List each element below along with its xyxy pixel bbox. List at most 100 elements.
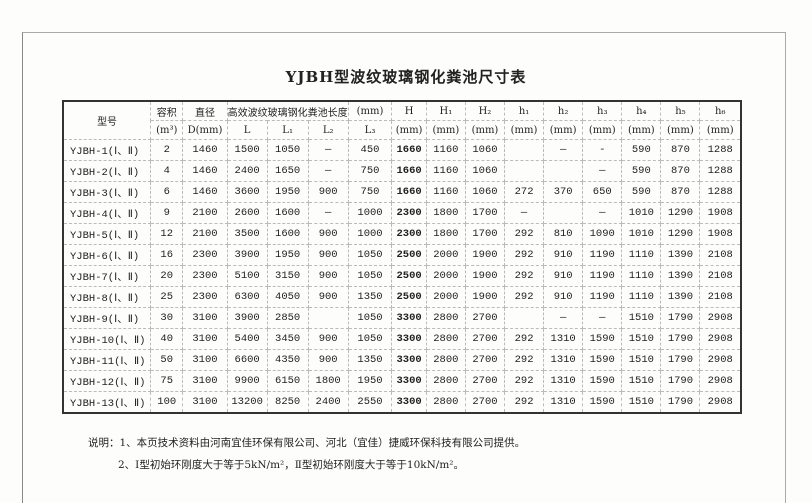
table-cell: 292 [503, 349, 545, 371]
table-cell: 2400 [226, 160, 268, 182]
table-cell: 2800 [425, 328, 466, 350]
table-row: YJBH-13(Ⅰ、Ⅱ) 100 3100 13200 8250 2400 2550 3300… [62, 391, 742, 414]
table-cell: 3100 [182, 328, 228, 350]
header-height-unit: (mm) [464, 120, 506, 140]
table-row: YJBH-1(Ⅰ、Ⅱ) 2 1460 1500 1050—450 1660 1160 1060… [62, 139, 742, 161]
table-cell [543, 202, 584, 224]
table-cell: 3450 [266, 328, 309, 350]
table-cell: 650 [582, 181, 623, 203]
table-cell: 3900 [226, 307, 268, 329]
table-row: YJBH-12(Ⅰ、Ⅱ) 75 3100 9900 6150 1800 1950 3300 28… [62, 370, 742, 392]
table-cell: 1900 [464, 286, 506, 308]
table-cell: 2908 [699, 370, 742, 392]
model-cell: YJBH-9(Ⅰ、Ⅱ) [62, 307, 152, 329]
table-cell: — [582, 307, 623, 329]
header-height-unit: (mm) [621, 120, 662, 140]
table-cell: 2500 [391, 244, 427, 266]
header-volume-unit: (m³) [150, 120, 184, 140]
table-cell: 900 [307, 265, 349, 287]
table-cell: 1510 [621, 391, 662, 414]
table-cell: 4 [150, 160, 184, 182]
table-row: YJBH-11(Ⅰ、Ⅱ) 50 3100 6600 4350 900 1350 3300 280… [62, 349, 742, 371]
header-height-unit: (mm) [660, 120, 701, 140]
table-cell: 13200 [226, 391, 268, 414]
table-cell: — [307, 139, 349, 161]
header-L: L [226, 120, 268, 140]
table-cell: 30 [150, 307, 184, 329]
table-cell: 3300 [391, 307, 427, 329]
table-cell: 1800 [307, 370, 349, 392]
table-cell: 1090 [582, 223, 623, 245]
model-cell: YJBH-5(Ⅰ、Ⅱ) [62, 223, 152, 245]
table-cell: 1800 [425, 202, 466, 224]
header-length-unit: (mm) [347, 100, 393, 121]
table-cell: 5100 [226, 265, 268, 287]
table-cell: 2500 [391, 265, 427, 287]
table-cell: 25 [150, 286, 184, 308]
table-cell: 100 [150, 391, 184, 414]
table-cell: 292 [503, 370, 545, 392]
table-cell: 12 [150, 223, 184, 245]
table-cell: 2 [150, 139, 184, 161]
table-cell: 1460 [182, 181, 228, 203]
header-height-4: h₂ [543, 100, 584, 121]
table-cell: 1060 [464, 139, 506, 161]
table-cell: 1160 [425, 139, 466, 161]
notes: 说明：1、本页技术资料由河南宜佳环保有限公司、河北（宜佳）捷威环保科技有限公司提… [88, 432, 525, 476]
table-cell: 4350 [266, 349, 309, 371]
table-cell: 1950 [347, 370, 393, 392]
page-frame [22, 32, 786, 503]
table-cell: 1590 [582, 349, 623, 371]
table-cell: 1010 [621, 202, 662, 224]
table-cell: 2908 [699, 307, 742, 329]
table-cell: 910 [543, 244, 584, 266]
header-height-6: h₄ [621, 100, 662, 121]
table-cell: 1050 [347, 328, 393, 350]
table-cell: 1310 [543, 328, 584, 350]
table-cell: — [543, 307, 584, 329]
dimension-table: 型号 容积 直径 高效波纹玻璃钢化粪池长度 (mm) H H₁ H₂ h₁ h₂ h₃ h₄… [62, 100, 742, 414]
table-cell: 2600 [226, 202, 268, 224]
header-diameter: 直径 [182, 100, 228, 121]
table-row: YJBH-10(Ⅰ、Ⅱ) 40 3100 5400 3450 900 1050 3300 280… [62, 328, 742, 350]
table-cell: 590 [621, 139, 662, 161]
table-cell: 1790 [660, 328, 701, 350]
table-cell: 1288 [699, 139, 742, 161]
table-cell: 1660 [391, 181, 427, 203]
table-cell: 3900 [226, 244, 268, 266]
table-cell: 1700 [464, 223, 506, 245]
table-cell: 1510 [621, 328, 662, 350]
header-L2: L₂ [307, 120, 349, 140]
table-cell: 1790 [660, 307, 701, 329]
table-cell: 910 [543, 286, 584, 308]
table-cell: 2800 [425, 349, 466, 371]
table-cell: 1000 [347, 202, 393, 224]
table-cell: 810 [543, 223, 584, 245]
table-cell: 1310 [543, 370, 584, 392]
table-cell: 2000 [425, 265, 466, 287]
table-cell: 450 [347, 139, 393, 161]
table-cell: 870 [660, 160, 701, 182]
model-cell: YJBH-8(Ⅰ、Ⅱ) [62, 286, 152, 308]
header-L1: L₁ [266, 120, 309, 140]
table-cell: 292 [503, 223, 545, 245]
table-cell: 2300 [182, 286, 228, 308]
table-row: YJBH-2(Ⅰ、Ⅱ) 4 1460 2400 1650—750 1660 1160 1060… [62, 160, 742, 182]
table-cell: 75 [150, 370, 184, 392]
header-height-unit: (mm) [391, 120, 427, 140]
table-cell: 3150 [266, 265, 309, 287]
table-cell: 590 [621, 181, 662, 203]
table-cell: 292 [503, 244, 545, 266]
table-cell [503, 307, 545, 329]
table-cell: 292 [503, 391, 545, 414]
table-cell: 9900 [226, 370, 268, 392]
header-height-unit: (mm) [699, 120, 742, 140]
table-cell: 1510 [621, 307, 662, 329]
table-cell: 3100 [182, 370, 228, 392]
table-cell: 1310 [543, 391, 584, 414]
table-cell: 910 [543, 265, 584, 287]
header-height-unit: (mm) [582, 120, 623, 140]
table-cell: 2300 [391, 202, 427, 224]
header-height-2: H₂ [464, 100, 506, 121]
table-cell: 1390 [660, 265, 701, 287]
